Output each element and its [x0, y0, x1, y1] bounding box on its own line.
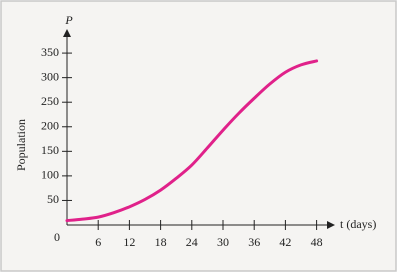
x-tick-label: 24: [186, 235, 198, 249]
y-tick-label: 50: [47, 192, 59, 206]
x-tick-label: 42: [279, 235, 291, 249]
y-tick-label: 150: [41, 143, 59, 157]
curve: [65, 59, 319, 223]
origin-label: 0: [54, 230, 60, 244]
y-tick-label: 100: [41, 168, 59, 182]
y-axis-symbol: P: [64, 13, 73, 27]
x-tick-label: 36: [248, 235, 260, 249]
x-tick-label: 18: [155, 235, 167, 249]
y-tick-label: 250: [41, 94, 59, 108]
y-axis-label: Population: [14, 119, 28, 171]
y-tick-label: 300: [41, 69, 59, 83]
y-tick-label: 200: [41, 119, 59, 133]
x-tick-label: 12: [123, 235, 135, 249]
x-tick-label: 6: [95, 235, 101, 249]
x-tick-label: 30: [217, 235, 229, 249]
y-tick-label: 350: [41, 45, 59, 59]
x-axis-label: t (days): [340, 217, 376, 231]
x-tick-label: 48: [311, 235, 323, 249]
